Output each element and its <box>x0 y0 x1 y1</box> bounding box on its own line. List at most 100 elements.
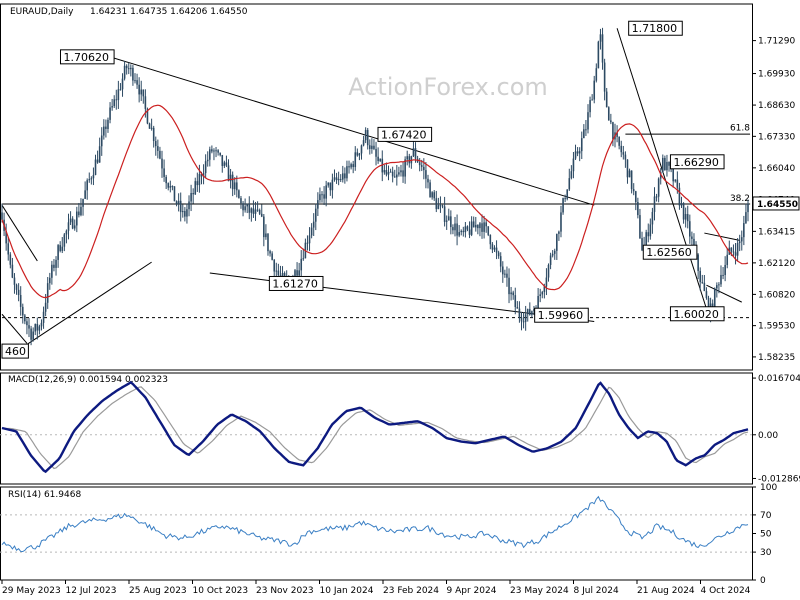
candle-body <box>269 251 271 254</box>
candle-body <box>325 185 327 199</box>
date-axis: 29 May 2023 12 Jul 2023 25 Aug 2023 10 Oct … <box>1 580 751 596</box>
price-level-box <box>642 244 698 260</box>
candle-body <box>412 148 415 157</box>
candle-body <box>373 145 375 149</box>
macd-line <box>1 380 749 474</box>
price-level-box <box>669 154 725 170</box>
candle-body <box>443 206 446 222</box>
candle-body <box>595 68 598 81</box>
candle-body <box>593 80 596 100</box>
rsi-tick-label: 100 <box>760 483 777 493</box>
macd-title: MACD(12,26,9) 0.001594 0.002323 <box>8 375 168 385</box>
candle-body <box>591 99 593 101</box>
candle-body <box>645 232 647 246</box>
candle-body <box>472 221 475 228</box>
candle-body <box>88 179 91 181</box>
candle-body <box>233 182 236 190</box>
price-level-text: 460 <box>5 345 26 358</box>
fib-label: 38.2 <box>730 194 750 204</box>
candle-body <box>314 208 317 222</box>
macd-axis: 0.016704 0.00 -0.012869 <box>752 374 800 484</box>
price-level-box <box>268 275 324 291</box>
candle-body <box>362 140 365 146</box>
candle-body <box>132 67 134 81</box>
candle-body <box>146 108 149 124</box>
candle-body <box>524 314 527 322</box>
candle-body <box>497 252 500 257</box>
candle-body <box>713 288 716 310</box>
candle-body <box>55 259 57 268</box>
candle-body <box>452 227 454 231</box>
candle-body <box>211 149 213 152</box>
candle-body <box>238 190 240 199</box>
rsi-axis: 100 70 50 30 0 <box>752 483 777 586</box>
candle-body <box>616 132 618 137</box>
candle-body <box>76 211 78 226</box>
candle-body <box>308 235 311 244</box>
rsi-tick-label: 0 <box>760 576 766 586</box>
candle-body <box>63 234 66 247</box>
price-tick-label: 1.71290 <box>758 37 795 47</box>
candle-body <box>190 193 192 202</box>
candle-body <box>369 145 371 149</box>
candle-body <box>192 193 194 195</box>
date-tick-label: 29 May 2023 <box>2 586 61 596</box>
candle-body <box>225 162 228 166</box>
candle-body <box>551 253 554 256</box>
price-tick-label: 1.59530 <box>758 322 795 332</box>
candle-body <box>204 161 207 174</box>
candle-body <box>48 277 51 284</box>
candle-body <box>71 218 74 229</box>
candle-body <box>400 170 402 173</box>
candle-body <box>474 224 477 228</box>
candle-body <box>585 129 587 131</box>
candle-body <box>219 152 221 156</box>
chart-header: EURAUD,Daily 1.64231 1.64735 1.64206 1.6… <box>10 7 248 17</box>
rsi-title: RSI(14) 61.9468 <box>8 490 81 500</box>
candle-body <box>389 171 392 173</box>
price-level-box <box>377 126 433 142</box>
candle-body <box>393 176 396 178</box>
candle-body <box>674 179 677 182</box>
candle-body <box>254 209 257 214</box>
candle-body <box>686 214 689 222</box>
candle-body <box>105 126 107 129</box>
trendline <box>706 284 742 303</box>
candle-body <box>281 273 284 277</box>
candle-body <box>620 145 623 153</box>
price-level-text: 1.61270 <box>272 277 318 290</box>
candle-body <box>44 302 47 312</box>
candle-body <box>718 284 720 286</box>
price-level-box <box>1 343 29 359</box>
candle-body <box>541 291 544 295</box>
candle-body <box>470 221 473 235</box>
price-level-box <box>628 20 683 36</box>
candle-body <box>740 237 743 242</box>
candle-body <box>271 253 273 260</box>
date-tick-label: 8 Jul 2024 <box>574 586 619 596</box>
candle-body <box>634 191 637 203</box>
candle-body <box>483 222 485 232</box>
candle-body <box>177 200 180 205</box>
candle-body <box>716 285 718 289</box>
rsi-tick-label: 70 <box>760 511 772 521</box>
candle-body <box>206 159 209 162</box>
candle-body <box>514 295 517 307</box>
candle-body <box>240 198 242 204</box>
candle-body <box>456 223 458 236</box>
candle-body <box>520 317 523 322</box>
candle-body <box>213 150 215 152</box>
candle-body <box>549 255 552 265</box>
candle-body <box>516 306 519 309</box>
candle-body <box>329 182 332 191</box>
price-level-text: 1.70620 <box>63 51 109 64</box>
candle-body <box>479 223 481 229</box>
candle-body <box>348 166 350 168</box>
candle-body <box>738 241 741 244</box>
candle-body <box>250 208 253 213</box>
trendline <box>22 261 152 348</box>
date-tick-label: 25 Aug 2023 <box>129 586 187 596</box>
candle-body <box>100 135 103 147</box>
candle-body <box>113 99 116 107</box>
candle-body <box>109 107 111 120</box>
